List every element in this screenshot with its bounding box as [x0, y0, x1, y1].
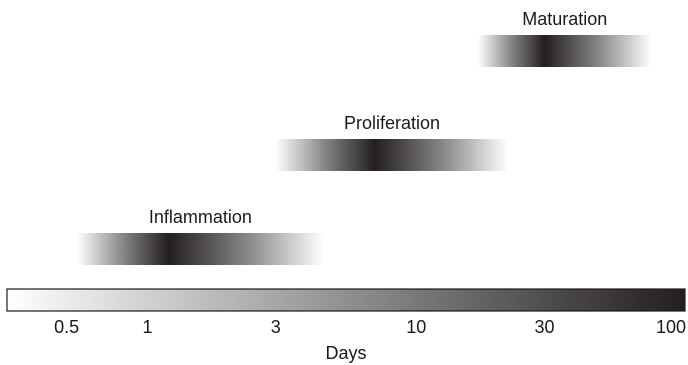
x-tick-label: 3	[271, 317, 281, 337]
x-tick-label: 30	[534, 317, 554, 337]
x-tick-label: 10	[406, 317, 426, 337]
x-tick-label: 0.5	[54, 317, 79, 337]
x-axis-label: Days	[325, 343, 366, 363]
phase-band-inflammation	[77, 233, 323, 265]
x-tick-label: 1	[142, 317, 152, 337]
phase-label-maturation: Maturation	[522, 9, 607, 29]
phase-label-inflammation: Inflammation	[149, 207, 252, 227]
phase-band-maturation	[478, 35, 652, 67]
x-tick-label: 100	[656, 317, 686, 337]
phase-bands: Maturation Proliferation Inflammation	[77, 9, 652, 265]
x-axis-ticks: 0.5 1 3 10 30 100	[54, 317, 686, 337]
phase-label-proliferation: Proliferation	[344, 113, 440, 133]
phase-band-proliferation	[275, 139, 509, 171]
days-colorbar	[6, 288, 686, 312]
